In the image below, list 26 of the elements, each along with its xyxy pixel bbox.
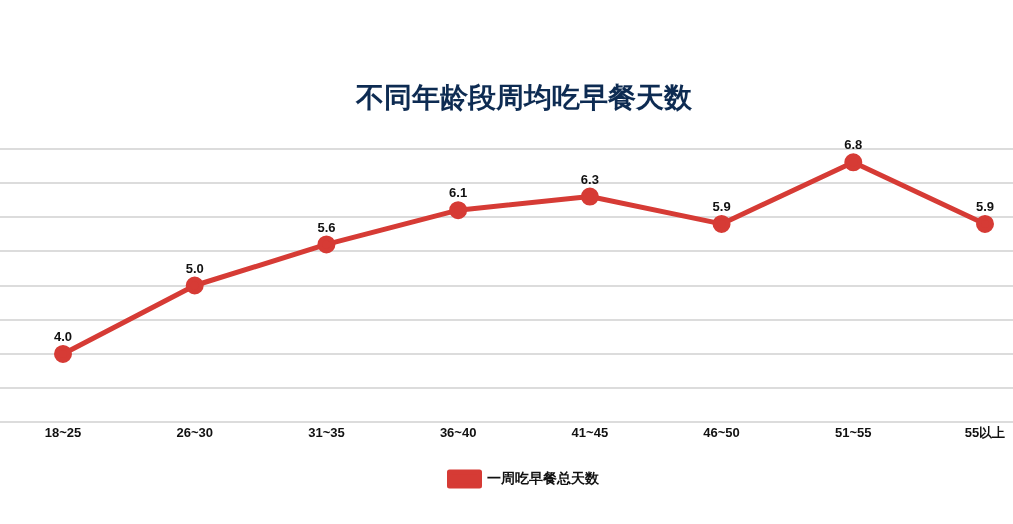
x-tick-label: 55以上	[964, 424, 1006, 440]
x-tick-label: 51~55	[835, 424, 872, 440]
x-tick-label: 26~30	[176, 424, 213, 440]
data-label: 6.8	[844, 137, 863, 153]
data-label: 5.0	[185, 260, 204, 276]
point	[580, 187, 599, 206]
x-tick-label: 31~35	[308, 424, 345, 440]
chart-title: 不同年龄段周均吃早餐天数	[355, 81, 693, 113]
data-label: 4.0	[53, 329, 73, 345]
data-label: 5.6	[317, 219, 336, 235]
x-tick-label: 41~45	[571, 424, 609, 440]
point	[54, 344, 72, 363]
point	[976, 214, 994, 233]
x-tick-label: 46~50	[703, 424, 740, 440]
point	[844, 153, 863, 172]
legend-label: 一周吃早餐总天数	[486, 469, 600, 486]
data-label: 5.9	[975, 198, 995, 214]
point	[449, 201, 468, 220]
point	[185, 276, 204, 295]
point	[317, 235, 336, 254]
point	[712, 214, 731, 233]
data-label: 6.1	[449, 185, 468, 201]
x-tick-label: 18~25	[44, 424, 82, 440]
x-tick-label: 36~40	[439, 424, 477, 440]
data-label: 5.9	[712, 198, 731, 214]
data-label: 6.3	[580, 171, 599, 187]
